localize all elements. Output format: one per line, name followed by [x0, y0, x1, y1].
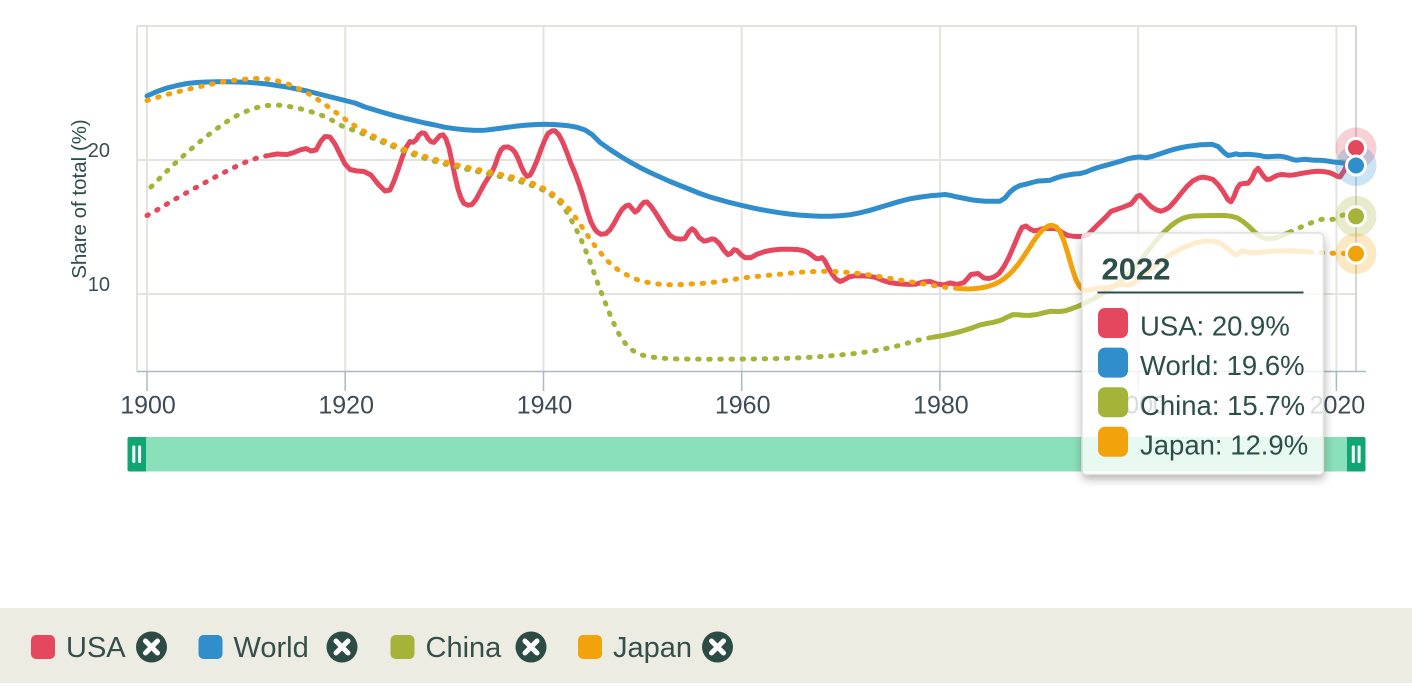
svg-text:1920: 1920: [318, 392, 374, 420]
svg-text:10: 10: [88, 274, 110, 296]
svg-text:China: China: [426, 632, 503, 664]
svg-text:World: 19.6%: World: 19.6%: [1140, 350, 1305, 381]
svg-text:World: World: [234, 632, 309, 664]
svg-text:Japan: 12.9%: Japan: 12.9%: [1140, 429, 1308, 460]
svg-text:USA: 20.9%: USA: 20.9%: [1140, 311, 1290, 342]
svg-text:China: 15.7%: China: 15.7%: [1140, 390, 1305, 421]
svg-text:1940: 1940: [517, 392, 573, 420]
svg-text:1900: 1900: [120, 392, 176, 420]
svg-text:2022: 2022: [1102, 252, 1171, 287]
svg-text:1960: 1960: [715, 392, 771, 420]
svg-text:Share of total (%): Share of total (%): [68, 119, 91, 279]
svg-text:Japan: Japan: [613, 632, 692, 664]
svg-text:1980: 1980: [913, 392, 969, 420]
svg-text:20: 20: [88, 140, 110, 162]
svg-text:USA: USA: [66, 632, 126, 664]
